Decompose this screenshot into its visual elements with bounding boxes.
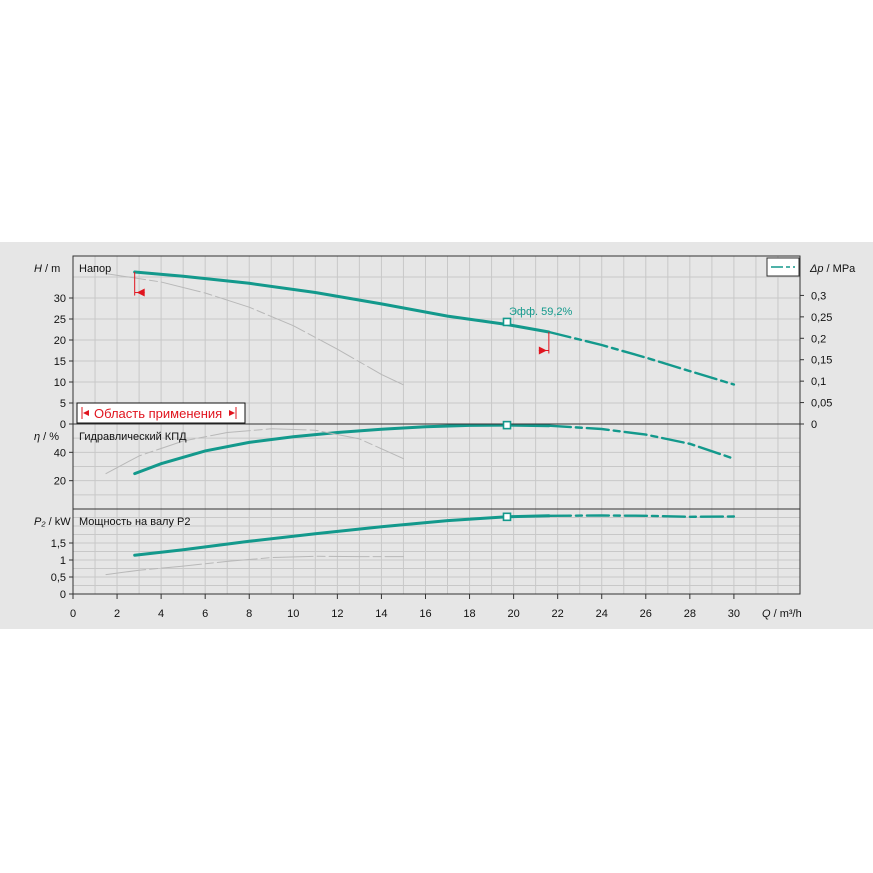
panel-title-efficiency: Гидравлический КПД: [79, 431, 187, 443]
range-marker-arrow-right: [538, 346, 547, 355]
y-axis-title-efficiency: η / %: [34, 431, 59, 443]
range-legend-box: [76, 402, 246, 424]
range-legend-arrow-right: [229, 410, 235, 416]
range-legend-arrow-left: [83, 410, 89, 416]
series-power-solid: [133, 514, 551, 557]
operating-point-efficiency: [502, 420, 512, 430]
y-tick-label: 1,5: [51, 538, 66, 550]
efficiency-label: Эфф. 59,2%: [509, 306, 573, 318]
x-tick-label: 8: [246, 608, 252, 620]
series-head-thin-dashed: [105, 273, 404, 386]
x-axis-symbol: Q: [762, 608, 771, 620]
operating-point-power: [502, 512, 512, 522]
x-tick-label: 18: [463, 608, 475, 620]
x-tick-label: 10: [287, 608, 299, 620]
panel-frames: [69, 255, 804, 599]
series-efficiency-dashed: [547, 424, 736, 460]
operating-point-head: [502, 317, 512, 327]
grid-lines: [73, 256, 800, 594]
series-head-dashed: [547, 330, 736, 386]
y-tick-label: 0: [60, 589, 66, 601]
x-tick-label: 16: [419, 608, 431, 620]
x-tick-label: 20: [507, 608, 519, 620]
series-head-solid: [133, 270, 551, 334]
range-legend-label: Область применения: [94, 406, 222, 421]
y-axis-symbol: H: [34, 263, 42, 275]
y-axis-symbol: η: [34, 431, 40, 443]
x-tick-label: 2: [114, 608, 120, 620]
right-tick-label: 0,15: [811, 355, 832, 367]
right-axis-unit: / MPa: [824, 263, 857, 275]
right-tick-label: 0: [811, 419, 817, 431]
x-tick-label: 12: [331, 608, 343, 620]
x-axis-title: Q / m³/h: [762, 608, 802, 620]
y-axis-title-head: H / m: [34, 263, 60, 275]
y-tick-label: 0,5: [51, 572, 66, 584]
x-tick-label: 30: [728, 608, 740, 620]
x-axis-unit: / m³/h: [771, 608, 802, 620]
series-power-dashed: [547, 514, 736, 519]
y-axis-symbol: P₂: [34, 516, 46, 528]
series-efficiency-solid: [133, 423, 551, 476]
right-tick-label: 0,3: [811, 290, 826, 302]
right-axis-symbol: Δp: [809, 263, 824, 275]
y-tick-label: 0: [60, 419, 66, 431]
y-tick-label: 20: [54, 476, 66, 488]
panel-title-power: Мощность на валу P2: [79, 516, 191, 528]
right-axis-title: Δp / MPa: [809, 263, 856, 275]
y-tick-label: 10: [54, 377, 66, 389]
y-tick-label: 25: [54, 314, 66, 326]
x-tick-label: 22: [552, 608, 564, 620]
chart-background: [0, 242, 873, 629]
x-tick-label: 26: [640, 608, 652, 620]
right-tick-label: 0,05: [811, 398, 832, 410]
y-axis-unit: / m: [42, 263, 60, 275]
right-tick-label: 0,2: [811, 333, 826, 345]
right-tick-label: 0,25: [811, 312, 832, 324]
x-tick-label: 24: [596, 608, 608, 620]
y-tick-label: 40: [54, 447, 66, 459]
x-tick-label: 6: [202, 608, 208, 620]
annotations: Эфф. 59,2% Область применения: [76, 257, 800, 522]
y-tick-label: 20: [54, 335, 66, 347]
x-tick-label: 28: [684, 608, 696, 620]
x-tick-label: 4: [158, 608, 164, 620]
right-tick-label: 0,1: [811, 376, 826, 388]
panel-frame-power: [72, 508, 801, 595]
series-efficiency-thin-dashed: [105, 428, 404, 475]
y-tick-label: 30: [54, 293, 66, 305]
series-power-thin-dashed: [105, 555, 404, 576]
y-axis-title-power: P₂ / kW: [34, 516, 71, 528]
y-axis-unit: / kW: [46, 516, 72, 528]
range-marker-arrow-left: [136, 288, 145, 297]
y-tick-label: 1: [60, 555, 66, 567]
series-lines: [105, 270, 736, 576]
x-tick-label: 14: [375, 608, 387, 620]
y-axis-unit: / %: [40, 431, 59, 443]
y-tick-label: 15: [54, 356, 66, 368]
panel-title-head: Напор: [79, 263, 111, 275]
y-tick-label: 5: [60, 398, 66, 410]
x-tick-label: 0: [70, 608, 76, 620]
